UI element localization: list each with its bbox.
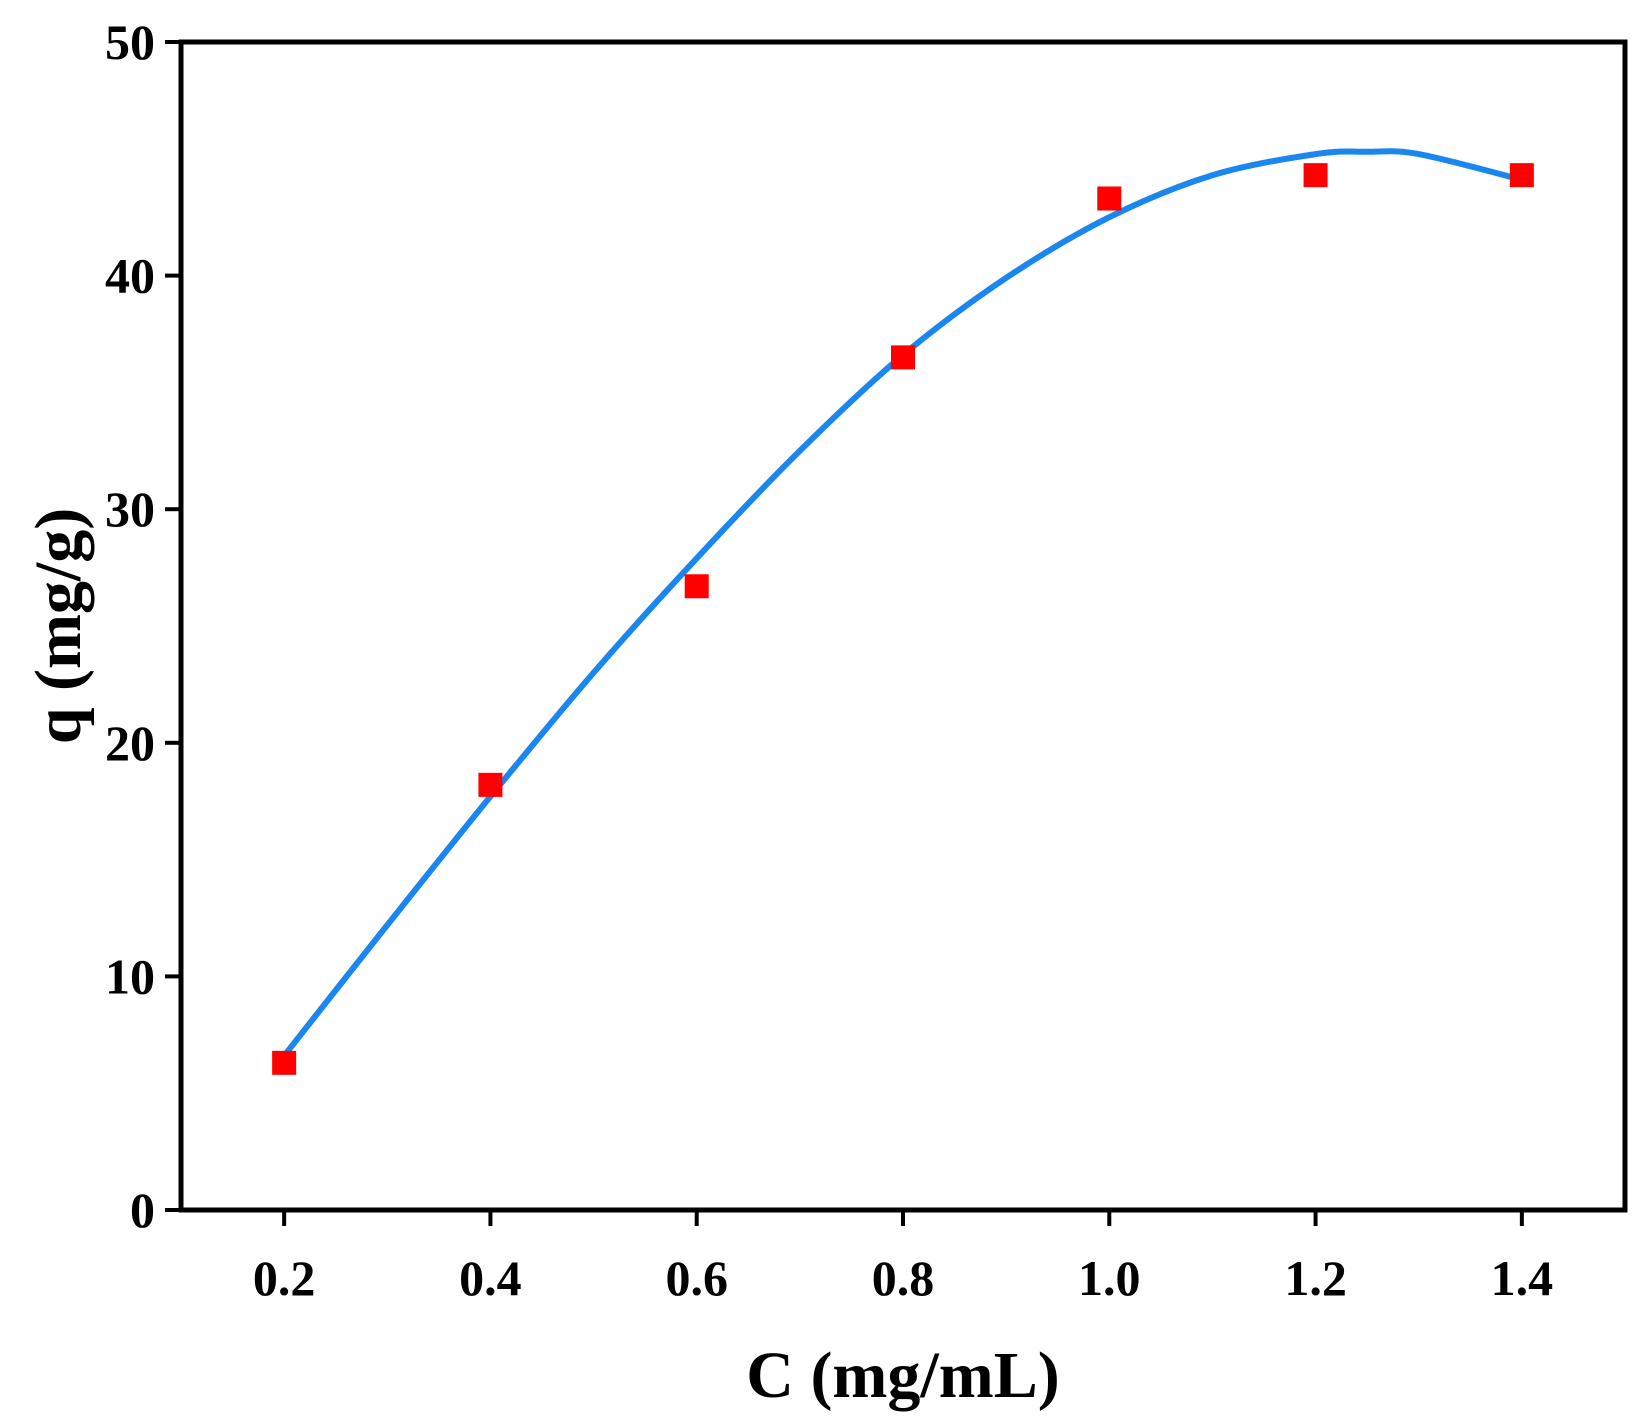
y-axis-ticks: 0 10 20 30 40 50 — [105, 14, 181, 1238]
x-axis-ticks: 0.2 0.4 0.6 0.8 1.0 1.2 1.4 — [253, 1210, 1553, 1306]
fit-curve — [281, 148, 1525, 1059]
data-points-layer — [272, 163, 1534, 1075]
data-point — [1097, 186, 1122, 211]
y-tick-label: 30 — [105, 481, 155, 537]
plot-frame — [178, 39, 1628, 1213]
x-tick-label: 1.4 — [1491, 1250, 1554, 1306]
y-tick-label: 40 — [105, 248, 155, 304]
data-point — [891, 345, 915, 370]
x-axis-title: C (mg/mL) — [746, 1339, 1059, 1412]
x-tick-label: 0.4 — [459, 1250, 522, 1306]
x-tick-label: 1.0 — [1078, 1250, 1141, 1306]
x-tick-label: 0.2 — [253, 1250, 316, 1306]
y-tick-label: 50 — [105, 14, 155, 70]
data-point — [272, 1050, 297, 1075]
x-tick-label: 1.2 — [1284, 1250, 1347, 1306]
y-tick-label: 0 — [130, 1182, 155, 1238]
data-point — [1509, 163, 1534, 188]
y-tick-label: 20 — [105, 715, 155, 771]
data-point — [1303, 163, 1328, 188]
data-point — [684, 574, 709, 599]
data-point — [478, 772, 503, 797]
fit-curve-layer — [281, 148, 1525, 1059]
x-tick-label: 0.6 — [665, 1250, 728, 1306]
y-tick-label: 10 — [105, 948, 155, 1004]
y-axis-title: q (mg/g) — [22, 508, 95, 744]
x-tick-label: 0.8 — [872, 1250, 935, 1306]
